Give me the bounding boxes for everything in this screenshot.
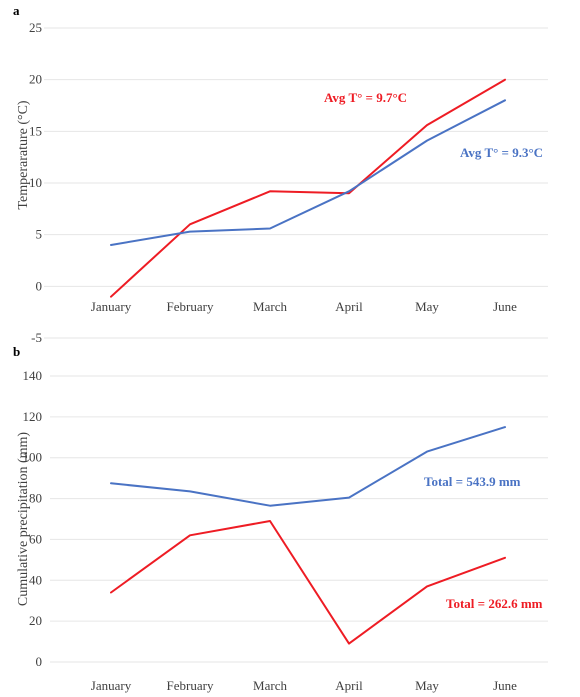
red-series-line xyxy=(110,78,506,298)
y-tick-label: 80 xyxy=(29,491,42,506)
y-tick-label: 20 xyxy=(29,613,42,628)
y-tick-label: 120 xyxy=(23,409,43,424)
x-tick-label: January xyxy=(91,678,132,693)
y-tick-label: -5 xyxy=(31,330,42,345)
red-series-line xyxy=(110,520,506,645)
blue-series-line xyxy=(110,99,506,246)
y-tick-label: 10 xyxy=(29,175,42,190)
temperature-blue-annotation: Avg T° = 9.3°C xyxy=(460,145,543,160)
blue-series-line xyxy=(110,426,506,507)
precipitation-blue-annotation: Total = 543.9 mm xyxy=(424,474,521,489)
temperature-red-annotation: Avg T° = 9.7°C xyxy=(324,90,407,105)
temperature-y-axis-label: Temperarature (°C) xyxy=(16,100,31,210)
y-tick-label: 140 xyxy=(23,368,43,383)
x-tick-label: May xyxy=(415,299,439,314)
y-tick-label: 100 xyxy=(23,450,43,465)
x-tick-label: February xyxy=(167,299,214,314)
panel-a-letter: a xyxy=(13,3,20,18)
panel-b-letter: b xyxy=(13,344,20,359)
x-tick-label: March xyxy=(253,678,287,693)
y-tick-label: 20 xyxy=(29,72,42,87)
x-tick-label: June xyxy=(493,299,517,314)
x-tick-label: February xyxy=(167,678,214,693)
x-tick-label: April xyxy=(335,299,363,314)
y-tick-label: 15 xyxy=(29,123,42,138)
x-tick-label: June xyxy=(493,678,517,693)
y-tick-label: 25 xyxy=(29,20,42,35)
x-tick-label: March xyxy=(253,299,287,314)
x-tick-label: May xyxy=(415,678,439,693)
x-tick-label: April xyxy=(335,678,363,693)
y-tick-label: 40 xyxy=(29,572,42,587)
y-tick-label: 60 xyxy=(29,531,42,546)
precipitation-y-axis-label: Cumulative precipitation (mm) xyxy=(16,432,31,607)
temperature-chart: a Temperarature (°C) -5 0 5 10 15 20 25 Januar… xyxy=(13,3,548,345)
y-tick-label: 0 xyxy=(36,654,43,669)
y-tick-label: 5 xyxy=(36,227,43,242)
precipitation-red-annotation: Total = 262.6 mm xyxy=(446,596,543,611)
precipitation-chart: b Cumulative precipitation (mm) 0 20 40 60 8… xyxy=(13,344,548,693)
y-tick-label: 0 xyxy=(36,278,43,293)
x-tick-label: January xyxy=(91,299,132,314)
